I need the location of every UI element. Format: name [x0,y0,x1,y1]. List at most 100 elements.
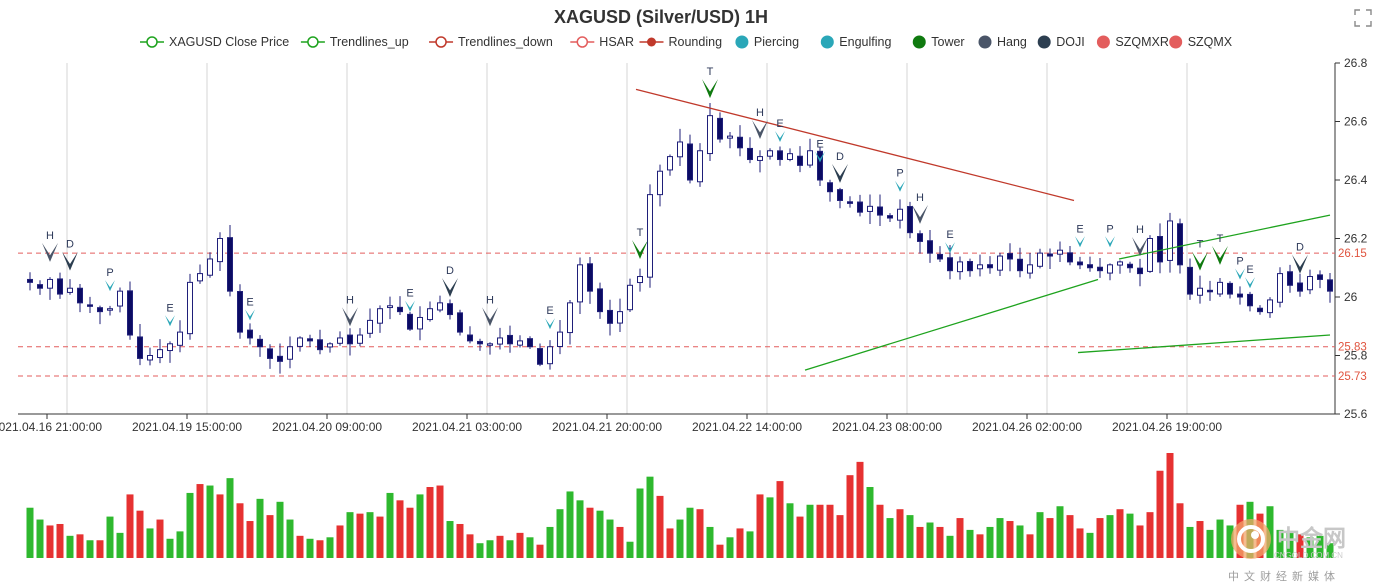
candle-body [1177,223,1183,266]
candle-body [207,258,213,276]
candle [737,125,743,157]
candle [607,299,613,336]
candle-body [427,308,433,321]
candle-body [937,253,943,260]
volume-bar [686,507,694,558]
candle-body [297,337,303,347]
volume-bar [556,509,564,558]
candle [917,230,923,254]
legend-item: Trendlines_down [429,35,553,49]
marker-arrow [632,239,648,259]
candle [987,256,993,274]
candle-body [177,331,183,346]
x-tick-label: 2021.04.21 20:00:00 [552,420,662,434]
candle-body [677,141,683,158]
candle [1167,212,1173,273]
candle-body [457,312,463,333]
candle-body [547,346,553,365]
candle [77,284,83,313]
legend-symbol [1169,35,1183,49]
candle-body [1157,236,1163,263]
marker-arrow [442,278,458,297]
volume-bar [446,521,454,558]
volume-bar [436,485,444,558]
candle-body [727,135,733,139]
volume-bar [36,519,44,558]
volume-bar [1206,529,1214,558]
volume-bar [1146,512,1154,558]
legend-symbol [1037,35,1051,49]
volume-bar [736,528,744,558]
legend-item: Engulfing [820,35,891,49]
candle-body [507,334,513,345]
volume-bar [336,525,344,558]
pattern-marker-engulfing: E [405,288,415,312]
candle-body [687,143,693,181]
candle-body [717,117,723,140]
legend-symbol [435,36,447,48]
candle [497,327,503,350]
svg-text:中金网: 中金网 [1277,525,1346,552]
volume-bar [136,510,144,558]
candle-body [187,281,193,335]
volume-bar [156,519,164,558]
candle [267,344,273,369]
volume-bar [176,531,184,558]
candle [757,150,763,173]
marker-label: E [946,229,953,241]
candle [397,296,403,316]
volume-bar [376,516,384,558]
candle [107,305,113,316]
candle [557,320,563,355]
candle-body [1277,273,1283,303]
volume-bar [466,534,474,558]
candle [297,336,303,352]
fullscreen-expand-icon[interactable] [1354,9,1372,27]
candle-body [1027,264,1033,274]
volume-bar [66,535,74,558]
candle [1027,252,1033,279]
volume-bar [1006,521,1014,558]
candle-body [647,194,653,278]
candle-body [1117,261,1123,266]
volume-bar [1016,525,1024,558]
volume-bar [196,484,204,558]
marker-arrow [945,242,955,254]
candle-body [817,150,823,181]
candle-body [897,208,903,221]
x-tick-label: 2021.04.21 03:00:00 [412,420,522,434]
legend-symbol [307,36,319,48]
candle [657,164,663,207]
marker-arrow [105,280,115,292]
volume-bar [1076,528,1084,558]
candle [677,128,683,166]
candle [1077,256,1083,270]
y-tick-label: 25.6 [1344,407,1368,421]
candle [247,323,253,345]
candle-body [737,136,743,149]
x-tick-label: 2021.04.26 19:00:00 [1112,420,1222,434]
x-tick-label: 2021.04.22 14:00:00 [692,420,802,434]
candle [487,342,493,355]
candle [97,305,103,325]
candle-body [287,346,293,360]
marker-label: P [1106,223,1113,235]
candle [147,347,153,366]
marker-arrow [405,300,415,312]
legend-label: SZQMX [1188,35,1233,49]
candle-body [487,343,493,346]
marker-arrow [342,307,358,327]
candle [797,146,803,173]
volume-bar [346,512,354,558]
candle [877,194,883,226]
candle [717,112,723,143]
y-tick-label: 26.6 [1344,115,1368,129]
marker-arrow [1292,254,1308,274]
candle-body [967,261,973,272]
volume-bar [26,507,34,558]
candle-body [1257,307,1263,313]
candle [767,148,773,160]
volume-bar [286,519,294,558]
volume-bar [836,515,844,558]
